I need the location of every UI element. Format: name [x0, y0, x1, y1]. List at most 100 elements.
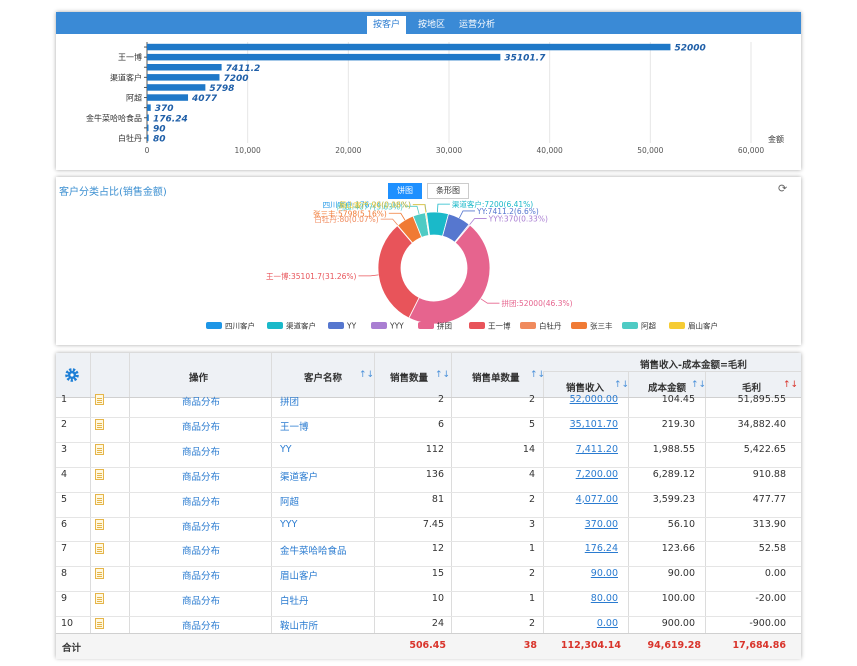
product-distribution-link[interactable]: 商品分布: [182, 571, 221, 583]
legend-swatch[interactable]: [206, 322, 222, 329]
bar[interactable]: [147, 134, 149, 142]
document-icon[interactable]: [95, 518, 104, 530]
document-icon[interactable]: [95, 543, 104, 555]
bar[interactable]: [147, 94, 189, 101]
document-icon[interactable]: [95, 593, 104, 605]
sort-icon[interactable]: ↑↓: [530, 370, 546, 380]
bar[interactable]: [147, 64, 222, 71]
legend-label[interactable]: 拼团: [437, 321, 452, 331]
table-row[interactable]: 10 商品分布 鞍山市所 24 2 0.00 900.00 -900.00: [56, 618, 801, 646]
legend-label[interactable]: 王一博: [488, 321, 511, 331]
document-icon[interactable]: [95, 618, 104, 630]
legend-swatch[interactable]: [328, 322, 344, 329]
legend-swatch[interactable]: [418, 322, 434, 329]
document-icon[interactable]: [95, 568, 104, 580]
bar[interactable]: [147, 124, 149, 132]
customer-name[interactable]: YY: [280, 443, 292, 455]
customer-name[interactable]: 白牡丹: [280, 596, 309, 608]
customer-name[interactable]: 阿超: [280, 496, 300, 508]
legend-swatch[interactable]: [622, 322, 638, 329]
bar[interactable]: [147, 84, 206, 91]
bar[interactable]: [147, 53, 501, 61]
customer-name[interactable]: 王一博: [280, 421, 309, 433]
legend-label[interactable]: 四川客户: [225, 321, 255, 331]
legend-label[interactable]: 眉山客户: [688, 321, 718, 331]
bar-toggle-button[interactable]: 条形图: [427, 183, 469, 199]
product-distribution-link[interactable]: 商品分布: [182, 521, 221, 533]
table-row[interactable]: 9 商品分布 白牡丹 10 1 80.00 100.00 -20.00: [56, 593, 801, 621]
sort-icon[interactable]: ↑↓: [783, 380, 799, 390]
document-icon[interactable]: [95, 418, 104, 430]
customer-name[interactable]: 渠道客户: [280, 471, 319, 483]
revenue-link[interactable]: 7,411.20: [575, 443, 618, 455]
bar[interactable]: [147, 74, 220, 81]
tab-operations-analysis[interactable]: 运营分析: [459, 20, 496, 30]
revenue-link[interactable]: 52,000.00: [569, 394, 618, 405]
header-profit[interactable]: 毛利: [742, 383, 762, 394]
tab-by-customer[interactable]: 按客户: [367, 16, 407, 34]
legend-swatch[interactable]: [469, 322, 485, 329]
revenue-link[interactable]: 4,077.00: [575, 493, 618, 505]
tab-by-region[interactable]: 按地区: [418, 20, 446, 30]
customer-name[interactable]: 鞍山市所: [280, 621, 319, 633]
refresh-icon[interactable]: ⟳: [778, 182, 788, 195]
legend-label[interactable]: YYY: [389, 322, 404, 331]
table-row[interactable]: 1 商品分布 拼团 2 2 52,000.00 104.45 51,895.55: [56, 394, 801, 422]
header-sales-qty[interactable]: 销售数量: [390, 373, 429, 384]
product-distribution-link[interactable]: 商品分布: [182, 421, 221, 433]
header-revenue[interactable]: 销售收入: [566, 383, 605, 394]
revenue-link[interactable]: 35,101.70: [569, 418, 618, 430]
revenue-link[interactable]: 7,200.00: [575, 468, 618, 480]
gear-icon[interactable]: [64, 367, 80, 383]
legend-swatch[interactable]: [520, 322, 536, 329]
sort-icon[interactable]: ↑↓: [435, 370, 451, 380]
pie-slice[interactable]: [408, 224, 491, 325]
document-icon[interactable]: [95, 443, 104, 455]
table-row[interactable]: 4 商品分布 渠道客户 136 4 7,200.00 6,289.12 910.…: [56, 468, 801, 497]
bar[interactable]: [147, 114, 149, 122]
legend-label[interactable]: YY: [346, 322, 357, 331]
legend-label[interactable]: 白牡丹: [539, 321, 562, 331]
product-distribution-link[interactable]: 商品分布: [182, 471, 221, 483]
legend-label[interactable]: 渠道客户: [286, 321, 316, 331]
header-customer-name[interactable]: 客户名称: [304, 373, 343, 384]
legend-swatch[interactable]: [571, 322, 587, 329]
document-icon[interactable]: [95, 468, 104, 480]
legend-swatch[interactable]: [267, 322, 283, 329]
table-row[interactable]: 8 商品分布 眉山客户 15 2 90.00 90.00 0.00: [56, 568, 801, 596]
sort-icon[interactable]: ↑↓: [614, 380, 630, 390]
bar[interactable]: [147, 104, 151, 111]
legend-label[interactable]: 阿超: [641, 322, 656, 331]
customer-name[interactable]: 金牛菜哈哈食品: [280, 546, 347, 558]
customer-name[interactable]: YYY: [280, 518, 298, 530]
table-row[interactable]: 2 商品分布 王一博 6 5 35,101.70 219.30 34,882.4…: [56, 418, 801, 447]
product-distribution-link[interactable]: 商品分布: [182, 446, 221, 458]
revenue-link[interactable]: 0.00: [596, 618, 618, 630]
revenue-link[interactable]: 90.00: [590, 568, 618, 580]
document-icon[interactable]: [95, 493, 104, 505]
customer-name[interactable]: 拼团: [280, 397, 300, 408]
product-distribution-link[interactable]: 商品分布: [182, 596, 221, 608]
table-row[interactable]: 5 商品分布 阿超 81 2 4,077.00 3,599.23 477.77: [56, 493, 801, 522]
document-icon[interactable]: [95, 394, 104, 405]
table-row[interactable]: 7 商品分布 金牛菜哈哈食品 12 1 176.24 123.66 52.58: [56, 543, 801, 571]
customer-name[interactable]: 眉山客户: [280, 571, 319, 583]
sort-icon[interactable]: ↑↓: [691, 380, 707, 390]
revenue-link[interactable]: 176.24: [584, 543, 618, 555]
header-cost[interactable]: 成本金额: [648, 383, 687, 394]
header-order-count[interactable]: 销售单数量: [472, 373, 520, 384]
table-row[interactable]: 6 商品分布 YYY 7.45 3 370.00 56.10 313.90: [56, 518, 801, 547]
pie-toggle-button[interactable]: 饼图: [388, 183, 422, 199]
sort-icon[interactable]: ↑↓: [359, 370, 375, 380]
legend-swatch[interactable]: [669, 322, 685, 329]
legend-swatch[interactable]: [371, 322, 387, 329]
product-distribution-link[interactable]: 商品分布: [182, 546, 221, 558]
table-row[interactable]: 3 商品分布 YY 112 14 7,411.20 1,988.55 5,422…: [56, 443, 801, 472]
product-distribution-link[interactable]: 商品分布: [182, 621, 221, 633]
revenue-link[interactable]: 80.00: [590, 593, 618, 605]
pie-slice[interactable]: [424, 212, 431, 236]
bar[interactable]: [147, 43, 671, 51]
product-distribution-link[interactable]: 商品分布: [182, 496, 221, 508]
legend-label[interactable]: 张三丰: [590, 321, 613, 331]
revenue-link[interactable]: 370.00: [584, 518, 618, 530]
